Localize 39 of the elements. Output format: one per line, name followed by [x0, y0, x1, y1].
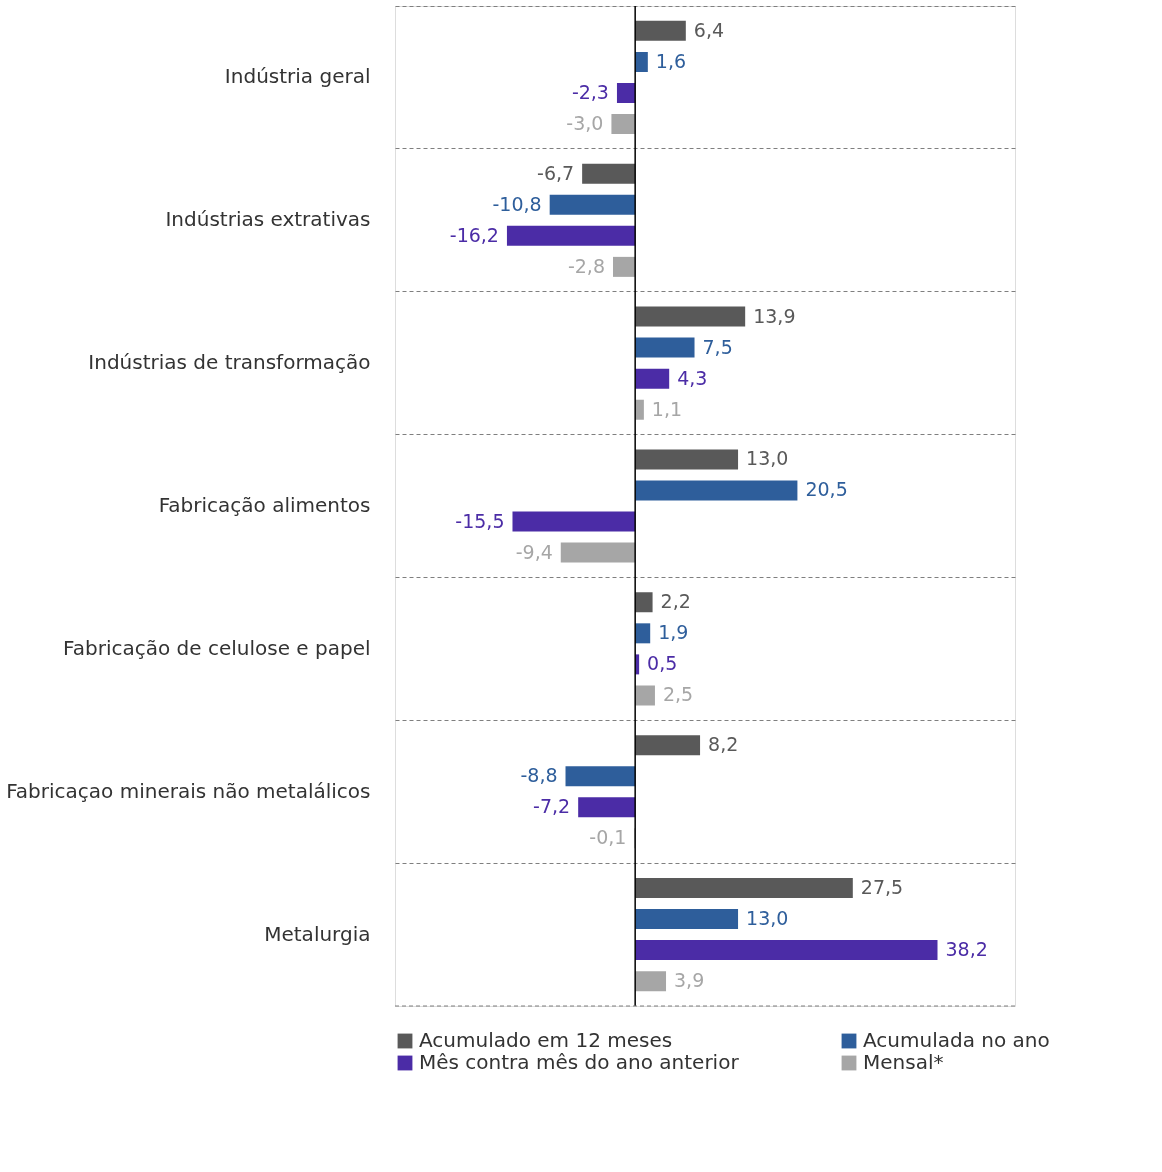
y-tick-label: Fabricação alimentos [158, 493, 371, 517]
data-label: -0,1 [589, 826, 627, 849]
data-label: 2,2 [660, 590, 691, 613]
data-label: -9,4 [515, 540, 553, 563]
data-label: 20,5 [805, 478, 848, 501]
data-label: 0,5 [647, 652, 678, 675]
data-label: 4,3 [677, 366, 708, 389]
legend-label: Mês contra mês do ano anterior [419, 1050, 740, 1074]
legend-label: Acumulado em 12 meses [419, 1028, 673, 1052]
data-label: 13,0 [746, 907, 789, 930]
data-label: 7,5 [702, 335, 733, 358]
y-tick-label: Indústrias extrativas [165, 207, 371, 232]
data-label: 8,2 [708, 733, 739, 756]
data-label: -2,8 [567, 254, 605, 277]
data-label: 1,9 [658, 621, 689, 644]
legend-label: Mensal* [863, 1050, 944, 1074]
data-label: 1,1 [651, 397, 683, 420]
y-tick-label: Indústria geral [224, 64, 371, 89]
legend-label: Acumulada no ano [863, 1028, 1050, 1052]
y-tick-label: Fabricação de celulose e papel [63, 635, 371, 660]
data-label: -6,7 [537, 161, 575, 184]
y-tick-label: Indústrias de transformação [88, 350, 371, 375]
data-label: 1,6 [655, 49, 687, 72]
data-label: -8,8 [520, 764, 558, 787]
data-label: 6,4 [693, 18, 725, 41]
data-label: 27,5 [860, 875, 904, 898]
data-label: -16,2 [449, 223, 499, 246]
data-label: -15,5 [455, 509, 505, 532]
data-label: 2,5 [662, 683, 694, 706]
y-tick-label: Fabricaçao minerais não metalálicos [6, 778, 371, 803]
data-label: 3,9 [674, 969, 705, 992]
data-label: -3,0 [566, 112, 604, 135]
y-tick-label: Metalurgia [264, 921, 371, 946]
data-label: -2,3 [571, 80, 609, 103]
data-label: -7,2 [533, 795, 571, 818]
data-label: 13,9 [753, 304, 796, 327]
data-label: 13,0 [746, 447, 789, 470]
data-label: -10,8 [492, 192, 542, 215]
data-label: 38,2 [945, 938, 988, 961]
